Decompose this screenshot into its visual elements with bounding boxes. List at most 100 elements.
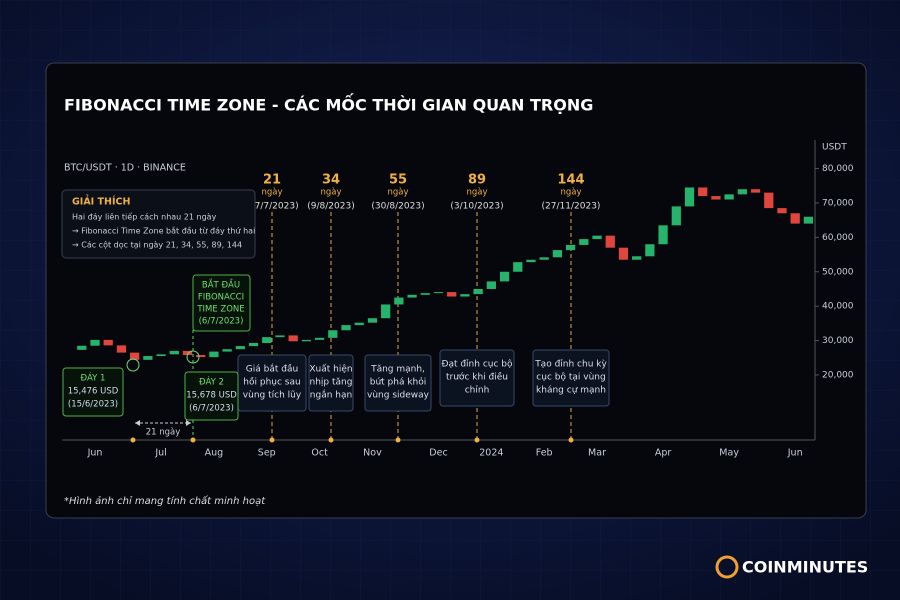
start-box <box>192 274 251 332</box>
candle <box>605 235 615 248</box>
fib-unit: ngày <box>560 188 581 198</box>
fib-note-box <box>532 349 610 407</box>
fib-dot <box>269 437 275 443</box>
y-axis-label: USDT <box>822 143 847 153</box>
fib-date: (30/8/2023) <box>371 202 424 212</box>
x-tick-label: Oct <box>311 448 328 459</box>
chart-title: FIBONACCI TIME ZONE - CÁC MỐC THỜI GIAN … <box>64 94 593 115</box>
fib-dot <box>474 437 480 443</box>
candle <box>513 262 523 272</box>
candle <box>182 350 193 356</box>
low-label: ĐÁY 2 <box>199 376 224 388</box>
y-tick-label: 60,000 <box>822 233 854 243</box>
candle <box>394 297 404 305</box>
legend-title: GIẢI THÍCH <box>72 196 130 208</box>
fib-note: trước khi điều <box>446 372 508 383</box>
x-tick-label: Mar <box>588 448 606 459</box>
start-label: BẮT ĐẦU <box>202 278 240 291</box>
candle <box>288 335 298 342</box>
candle <box>592 235 602 240</box>
candle <box>552 250 563 258</box>
candle <box>248 342 259 347</box>
fib-note: Xuất hiện <box>309 364 352 375</box>
x-tick-label: Sep <box>258 448 276 459</box>
y-tick-label: 80,000 <box>822 164 854 174</box>
start-dot <box>190 437 196 443</box>
fib-number: 144 <box>557 173 584 188</box>
candle <box>262 337 272 343</box>
y-tick-label: 70,000 <box>822 198 854 208</box>
candle <box>420 293 430 295</box>
candle <box>196 355 206 358</box>
candle <box>301 339 312 342</box>
candle <box>750 189 761 193</box>
brand-name: COINMINUTES <box>742 558 868 577</box>
candle <box>328 330 338 338</box>
low-label: 15,476 USD <box>68 387 119 397</box>
candle <box>724 194 734 200</box>
x-tick-label: Nov <box>363 448 382 459</box>
legend-line: → Fibonacci Time Zone bắt đầu từ đáy thứ… <box>72 226 255 236</box>
y-tick-label: 50,000 <box>822 267 854 277</box>
candle <box>645 244 655 257</box>
x-tick-label: May <box>719 448 739 459</box>
gap-label: 21 ngày <box>146 428 181 438</box>
fib-note: kháng cự mạnh <box>536 386 606 396</box>
x-tick-label: Apr <box>655 448 672 459</box>
legend-box <box>61 189 256 259</box>
legend-line: → Các cột dọc tại ngày 21, 34, 55, 89, 1… <box>72 240 242 251</box>
fib-note: Giá bắt đầu <box>246 364 298 375</box>
fib-dot <box>395 437 401 443</box>
x-tick-label: 2024 <box>479 448 503 459</box>
candle <box>103 339 113 346</box>
candle <box>77 345 87 350</box>
candle <box>460 294 470 297</box>
fib-note: Tạo đỉnh chu kỳ <box>534 359 607 370</box>
candle <box>209 351 219 358</box>
low-label: ĐÁY 1 <box>81 372 106 384</box>
fib-date: (3/10/2023) <box>450 202 503 212</box>
fib-date: (27/7/2023) <box>245 202 298 212</box>
candle <box>632 256 642 260</box>
start-label: FIBONACCI <box>198 293 244 303</box>
candle <box>367 318 378 323</box>
candle <box>737 189 747 195</box>
fib-unit: ngày <box>387 188 408 198</box>
fib-note: Đạt đỉnh cục bộ <box>441 359 513 370</box>
candle <box>698 187 708 197</box>
candle <box>684 187 695 207</box>
footnote: *Hình ảnh chỉ mang tính chất minh hoạt <box>64 495 266 507</box>
fib-note: nhịp tăng <box>310 378 353 388</box>
candle <box>658 225 668 245</box>
candle <box>579 239 589 245</box>
fib-date: (27/11/2023) <box>542 202 601 212</box>
low-label: (6/7/2023) <box>189 404 234 414</box>
candle <box>222 349 232 352</box>
candle <box>764 192 774 209</box>
candle <box>711 196 721 200</box>
candle <box>499 271 510 282</box>
fib-unit: ngày <box>466 188 487 198</box>
fib-number: 34 <box>322 173 340 188</box>
candle <box>803 216 814 224</box>
panel <box>45 62 867 519</box>
low-dot <box>130 437 136 443</box>
fib-number: 89 <box>468 173 486 188</box>
fib-number: 21 <box>263 173 281 188</box>
x-tick-label: Jun <box>787 448 803 459</box>
candle <box>314 337 325 340</box>
candle <box>275 335 285 338</box>
gap-label-bg <box>143 426 183 438</box>
subtitle: BTC/USDT · 1D · BINANCE <box>64 163 186 174</box>
fib-unit: ngày <box>261 188 282 198</box>
x-tick-label: Jul <box>154 448 166 459</box>
candle <box>671 206 681 226</box>
y-tick-label: 30,000 <box>822 336 854 346</box>
fib-note-box <box>439 349 515 407</box>
fib-dot <box>568 437 574 443</box>
start-label: TIME ZONE <box>196 305 244 315</box>
fib-note: bứt phá khỏi <box>370 377 427 388</box>
fib-note: vùng tích lũy <box>243 391 302 401</box>
y-tick-label: 40,000 <box>822 302 854 312</box>
candle <box>473 288 483 295</box>
